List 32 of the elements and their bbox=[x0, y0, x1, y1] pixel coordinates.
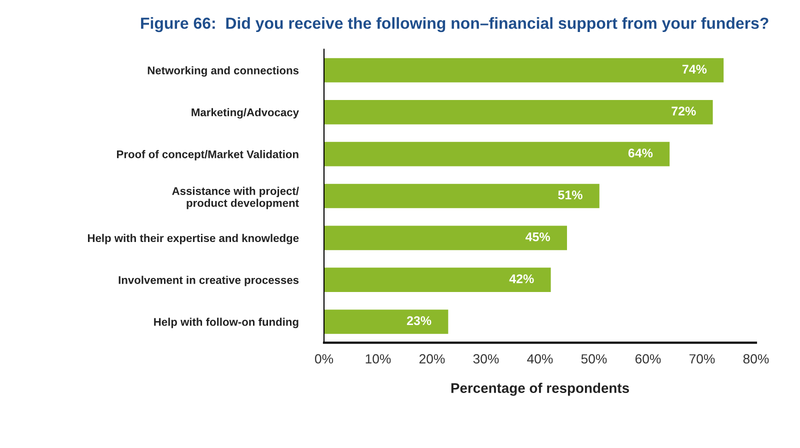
y-tick-label: Help with follow-on funding bbox=[154, 318, 298, 328]
y-tick-label: Involvement in creative processes bbox=[118, 276, 299, 286]
x-tick-label: 30% bbox=[473, 354, 499, 364]
x-tick-label: 70% bbox=[689, 354, 715, 364]
data-label: 64% bbox=[628, 148, 653, 158]
data-label: 51% bbox=[558, 190, 582, 200]
y-tick-label: Help with their expertise and knowledge bbox=[88, 234, 299, 244]
y-tick-label: Marketing/Advocacy bbox=[192, 108, 299, 119]
y-tick-label: Assistance with project/ product development bbox=[172, 186, 299, 210]
bar bbox=[324, 100, 713, 124]
x-tick-label: 10% bbox=[366, 354, 391, 364]
x-tick-label: 20% bbox=[419, 354, 445, 364]
x-tick-label: 50% bbox=[581, 354, 607, 364]
y-tick-label: Proof of concept/Market Validation bbox=[117, 150, 298, 160]
bar bbox=[324, 58, 724, 82]
bar bbox=[324, 268, 551, 292]
bar bbox=[324, 310, 448, 334]
x-tick-label: 80% bbox=[743, 354, 769, 364]
data-label: 42% bbox=[509, 274, 534, 284]
x-tick-label: 60% bbox=[635, 354, 661, 364]
data-label: 23% bbox=[406, 316, 432, 326]
data-label: 72% bbox=[672, 106, 696, 116]
bar bbox=[324, 184, 600, 208]
data-label: 74% bbox=[682, 64, 707, 74]
x-tick-label: 40% bbox=[527, 354, 553, 364]
y-tick-label: Networking and connections bbox=[148, 66, 299, 77]
data-label: 45% bbox=[526, 232, 550, 242]
x-tick-label: 0% bbox=[314, 354, 334, 364]
chart-title: Figure 66: Did you receive the following non–financial support from your funders? bbox=[141, 17, 768, 32]
x-axis-title: Percentage of respondents bbox=[451, 382, 629, 396]
bar bbox=[324, 142, 670, 166]
bar bbox=[324, 226, 567, 250]
